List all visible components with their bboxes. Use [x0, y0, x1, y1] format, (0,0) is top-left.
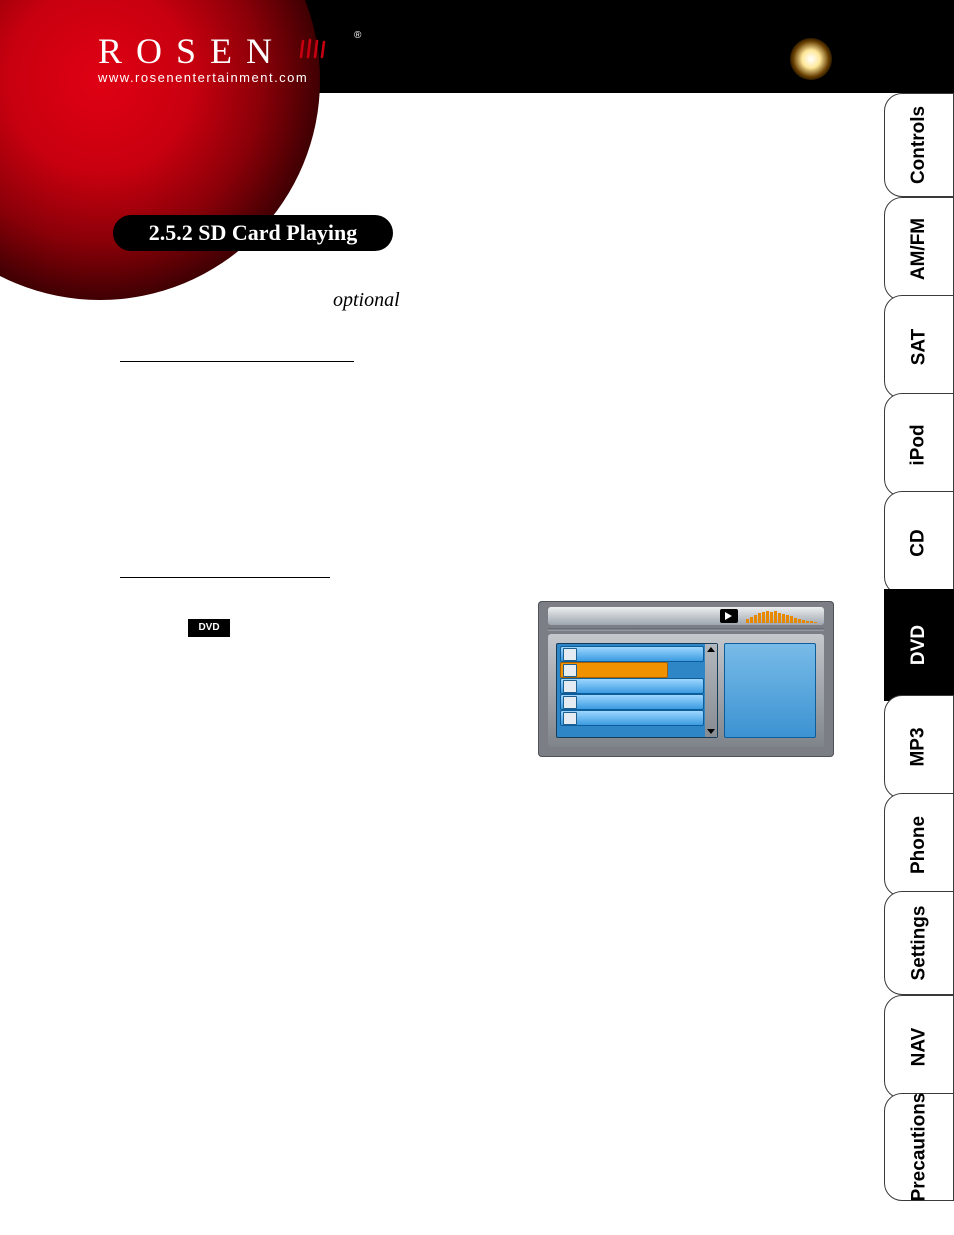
tab-precautions[interactable]: Precautions — [884, 1093, 954, 1201]
list-item[interactable] — [560, 646, 704, 662]
equalizer-icon — [746, 610, 820, 623]
preview-pane — [724, 643, 816, 738]
list-item-selected[interactable] — [560, 662, 668, 678]
section-tabs: Controls AM/FM SAT iPod CD DVD MP3 Phone… — [884, 93, 954, 1213]
tab-label: DVD — [908, 625, 930, 665]
tab-label: NAV — [908, 1028, 930, 1067]
playing-icon — [720, 609, 738, 623]
section-heading-text: 2.5.2 SD Card Playing — [149, 220, 357, 246]
file-icon — [563, 680, 577, 693]
device-screenshot — [538, 601, 834, 757]
dvd-badge-icon: DVD — [188, 619, 230, 637]
list-item[interactable] — [560, 678, 704, 694]
registered-mark: ® — [354, 30, 361, 41]
section-heading-pill: 2.5.2 SD Card Playing — [113, 215, 393, 251]
file-icon — [563, 648, 577, 661]
lens-flare-star-icon — [790, 38, 832, 80]
tab-phone[interactable]: Phone — [884, 793, 954, 897]
brand-logo: ROSEN www.rosenentertainment.com — [98, 30, 326, 85]
tab-label: Settings — [908, 906, 930, 981]
scroll-up-icon[interactable] — [707, 647, 715, 652]
list-item[interactable] — [560, 694, 704, 710]
scroll-down-icon[interactable] — [707, 729, 715, 734]
tab-label: Controls — [908, 106, 930, 184]
tab-nav[interactable]: NAV — [884, 995, 954, 1099]
dvd-badge-container: DVD — [188, 611, 230, 637]
subheading-play — [120, 557, 330, 578]
file-icon — [563, 696, 577, 709]
tab-label: CD — [908, 529, 930, 556]
tab-dvd[interactable]: DVD — [884, 589, 954, 701]
file-icon — [563, 664, 577, 677]
brand-name: ROSEN — [98, 30, 286, 72]
device-separator — [548, 628, 824, 631]
tab-sat[interactable]: SAT — [884, 295, 954, 399]
tab-cd[interactable]: CD — [884, 491, 954, 595]
tab-label: AM/FM — [908, 218, 930, 280]
tab-controls[interactable]: Controls — [884, 93, 954, 197]
file-icon — [563, 712, 577, 725]
brand-mark-icon — [298, 35, 326, 68]
tab-label: Precautions — [908, 1093, 930, 1202]
tab-mp3[interactable]: MP3 — [884, 695, 954, 799]
brand-url: www.rosenentertainment.com — [98, 70, 326, 85]
tab-label: Phone — [908, 816, 930, 874]
page-content: 2.5.2 SD Card Playing optional DVD — [0, 93, 884, 1235]
optional-label: optional — [333, 289, 400, 312]
header-banner: ROSEN www.rosenentertainment.com ® — [0, 0, 954, 93]
tab-ipod[interactable]: iPod — [884, 393, 954, 497]
tab-label: SAT — [908, 329, 930, 366]
file-list — [556, 643, 718, 738]
tab-amfm[interactable]: AM/FM — [884, 197, 954, 301]
tab-label: MP3 — [908, 727, 930, 766]
device-body — [548, 634, 824, 747]
scrollbar[interactable] — [705, 644, 717, 737]
list-item[interactable] — [560, 710, 704, 726]
tab-label: iPod — [908, 424, 930, 465]
subheading-insert — [120, 341, 354, 362]
tab-settings[interactable]: Settings — [884, 891, 954, 995]
